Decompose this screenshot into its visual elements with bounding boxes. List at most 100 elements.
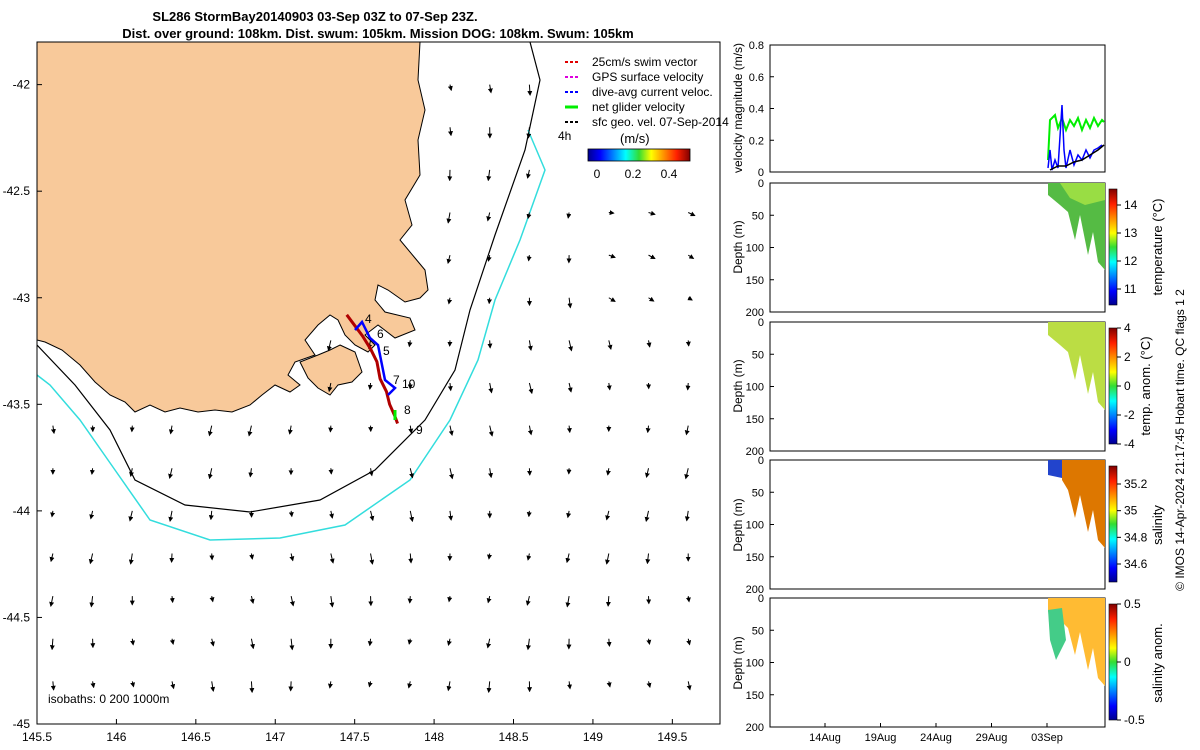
y-tick-label: 200 (746, 307, 764, 319)
date-tick-label: 24Aug (920, 732, 952, 744)
x-tick-label: 149.5 (657, 730, 687, 744)
vector-arrow (327, 382, 333, 393)
isobath-note: isobaths: 0 200 1000m (48, 692, 169, 706)
vector-arrow (648, 254, 656, 260)
x-tick-label: 147 (265, 730, 285, 744)
y-tick-label: 100 (746, 520, 764, 532)
x-tick-label: 146.5 (181, 730, 211, 744)
y-tick-label: 150 (746, 414, 764, 426)
y-tick-label: 150 (746, 690, 764, 702)
colorbar-tick-label: -2 (1124, 408, 1135, 422)
vector-arrow (606, 681, 612, 688)
vector-arrow (605, 510, 611, 521)
dive-avg-series (1047, 104, 1103, 171)
colorbar-tick-label: 4 (1124, 321, 1131, 335)
y-tick-label: -42.5 (3, 184, 31, 198)
salinity-fresh-patch (1048, 460, 1062, 478)
vector-arrow (409, 510, 415, 523)
temp-anom-colorbar-label: temp. anom. (°C) (1138, 336, 1153, 435)
vector-arrow (288, 510, 294, 518)
vector-arrow (168, 510, 174, 522)
vector-arrow (684, 510, 690, 522)
vector-arrow (49, 596, 55, 608)
colorbar-tick-label: 35 (1124, 504, 1138, 518)
colorbar-tick: 0.4 (661, 167, 678, 181)
vector-arrow (367, 382, 373, 390)
vector-arrow (249, 553, 255, 560)
waypoint-labels: 4 6 5 7 10 8 9 (365, 312, 423, 437)
colorbar-tick-label: 35.2 (1124, 477, 1148, 491)
vector-arrow (447, 297, 453, 305)
vector-arrow (89, 596, 95, 608)
waypoint-label: 4 (365, 312, 372, 326)
colorbar-tick-label: 0 (1124, 655, 1131, 669)
temp-anom-y-ticks: 0 50 100 150 200 (746, 317, 774, 458)
y-tick-label: 0 (758, 593, 764, 605)
y-tick-label: 0 (758, 178, 764, 190)
legend-offset-label: 4h (558, 129, 571, 143)
velocity-ylabel: velocity magnitude (m/s) (731, 43, 745, 173)
vector-arrow (487, 84, 493, 94)
land-tasmania (37, 42, 429, 413)
vector-arrow (329, 510, 334, 519)
waypoint-label: 5 (383, 344, 390, 358)
temperature-axes (769, 182, 1106, 313)
y-tick-label: 0.2 (749, 135, 764, 147)
vector-arrow (488, 468, 493, 479)
vector-arrow (408, 553, 414, 564)
vector-arrow (606, 638, 612, 647)
vector-arrow (567, 681, 573, 690)
sal-anom-colorbar-ticks: -0.5 0 0.5 (1117, 597, 1145, 727)
vector-arrow (49, 638, 55, 651)
vector-arrow (526, 169, 531, 179)
vector-arrow (208, 510, 214, 521)
vector-arrow (526, 127, 532, 139)
vector-arrow (130, 638, 136, 646)
vector-arrow (684, 425, 690, 436)
vector-arrow (486, 169, 492, 182)
vector-arrow (207, 425, 213, 437)
vector-arrow (446, 212, 452, 224)
sal-anom-panel: 0 50 100 150 200 Depth (m) -0.5 0 0.5 salinity… (731, 593, 1165, 744)
waypoint-label: 6 (377, 327, 384, 341)
vector-arrow (486, 596, 492, 604)
vector-arrow (566, 510, 572, 519)
waypoint-label: 9 (416, 423, 423, 437)
colorbar-tick-label: 12 (1124, 254, 1138, 268)
vector-arrow (128, 510, 134, 522)
y-tick-label: 0 (758, 317, 764, 329)
vector-arrow (527, 84, 533, 96)
colorbar-tick: 0.2 (625, 167, 642, 181)
vector-arrow (407, 681, 413, 689)
salinity-colorbar-ticks: 34.6 34.8 35 35.2 (1117, 477, 1148, 571)
map-x-ticks: 145.5 146 146.5 147 147.5 148 148.5 149 149.5 (22, 719, 688, 744)
vector-arrow (525, 596, 531, 606)
vector-arrow (644, 468, 650, 478)
vector-arrow (407, 638, 413, 645)
salinity-field (1062, 460, 1105, 548)
colorbar-tick-label: 11 (1124, 282, 1137, 296)
y-tick-label: 150 (746, 275, 764, 287)
vector-arrow (130, 681, 136, 688)
salinity-ylabel: Depth (m) (731, 498, 745, 551)
vector-arrow (367, 638, 373, 647)
y-tick-label: 150 (746, 552, 764, 564)
vector-arrow (407, 596, 413, 604)
vector-arrow (248, 468, 254, 478)
vector-arrow (90, 681, 96, 689)
sal-anom-low-patch (1048, 608, 1066, 660)
legend-item-swim: 25cm/s swim vector (592, 55, 697, 69)
vector-arrow (565, 553, 571, 564)
map-legend: 25cm/s swim vector GPS surface velocity … (558, 55, 729, 181)
vector-arrow (645, 553, 651, 565)
date-tick-label: 19Aug (865, 732, 897, 744)
glider-track (345, 313, 399, 425)
y-tick-label: 200 (746, 722, 764, 734)
vector-arrow (50, 681, 56, 691)
temp-anom-colorbar (1108, 327, 1118, 445)
colorbar-tick-label: -4 (1124, 437, 1135, 451)
y-tick-label: 0.8 (749, 40, 764, 52)
vector-arrow (447, 382, 453, 392)
vector-arrow (605, 596, 611, 607)
